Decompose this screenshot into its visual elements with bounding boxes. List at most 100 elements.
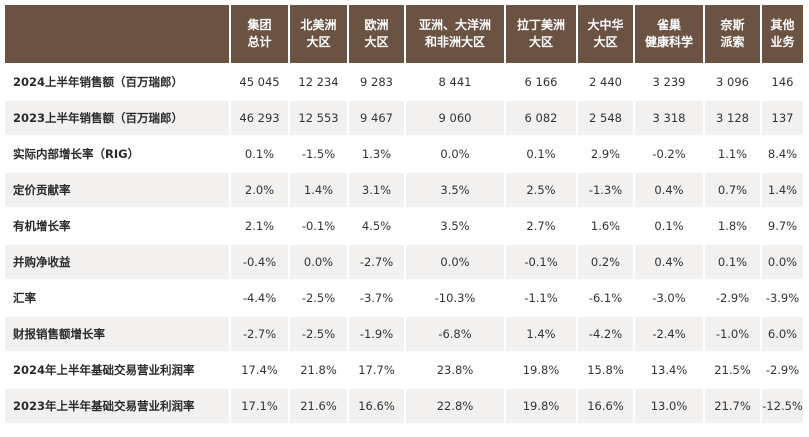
row-label: 2024年上半年基础交易营业利润率: [5, 353, 231, 389]
column-header-line2: 大区: [593, 35, 618, 49]
table-cell: 0.7%: [705, 173, 762, 209]
table-cell: -1.9%: [349, 317, 406, 353]
column-header-line2: 大区: [364, 35, 389, 49]
column-header-line1: 亚洲、大洋洲: [418, 18, 491, 32]
column-header: 集团 总计: [231, 5, 290, 65]
table-cell: 2.7%: [506, 209, 578, 245]
table-cell: -0.1%: [290, 209, 349, 245]
table-cell: -2.7%: [231, 317, 290, 353]
table-cell: 21.7%: [705, 389, 762, 425]
table-cell: 16.6%: [578, 389, 635, 425]
column-header: 欧洲 大区: [349, 5, 406, 65]
table-cell: -4.2%: [578, 317, 635, 353]
column-header-line2: 派索: [720, 35, 745, 49]
table-cell: 1.1%: [705, 137, 762, 173]
row-label: 实际内部增长率（RIG）: [5, 137, 231, 173]
column-header-line1: 奈斯: [720, 18, 745, 32]
sales-table-container: 集团 总计 北美洲 大区 欧洲 大区 亚洲、大洋洲 和非洲大区 拉丁美洲 大区 大中华 大区 雀巢 健康科…: [5, 5, 805, 425]
column-header: 其他 业务: [762, 5, 805, 65]
table-cell: -2.4%: [635, 317, 705, 353]
table-cell: 9.7%: [762, 209, 805, 245]
column-header-line2: 大区: [528, 35, 553, 49]
table-cell: 3 318: [635, 101, 705, 137]
table-cell: -0.1%: [506, 245, 578, 281]
table-cell: 22.8%: [406, 389, 506, 425]
table-cell: -2.5%: [290, 317, 349, 353]
table-cell: 3 239: [635, 65, 705, 101]
table-cell: 17.7%: [349, 353, 406, 389]
table-cell: -1.1%: [506, 281, 578, 317]
table-cell: -3.0%: [635, 281, 705, 317]
table-row: 财报销售额增长率 -2.7% -2.5% -1.9% -6.8% 1.4% -4.2% -2.…: [5, 317, 805, 353]
column-header-line1: 集团: [247, 18, 272, 32]
table-cell: 3.5%: [406, 173, 506, 209]
column-header: 亚洲、大洋洲 和非洲大区: [406, 5, 506, 65]
column-header-line2: 大区: [306, 35, 331, 49]
table-cell: 3.1%: [349, 173, 406, 209]
table-cell: 16.6%: [349, 389, 406, 425]
table-cell: 0.4%: [635, 245, 705, 281]
table-cell: 13.4%: [635, 353, 705, 389]
row-label: 有机增长率: [5, 209, 231, 245]
column-header-line1: 大中华: [587, 18, 624, 32]
table-cell: 1.4%: [506, 317, 578, 353]
table-row: 2023年上半年基础交易营业利润率 17.1% 21.6% 16.6% 22.8% 19.…: [5, 389, 805, 425]
table-cell: 2.0%: [231, 173, 290, 209]
table-cell: 1.4%: [290, 173, 349, 209]
row-label: 定价贡献率: [5, 173, 231, 209]
column-header: 大中华 大区: [578, 5, 635, 65]
sales-table: 集团 总计 北美洲 大区 欧洲 大区 亚洲、大洋洲 和非洲大区 拉丁美洲 大区 大中华 大区 雀巢 健康科…: [5, 5, 805, 425]
table-cell: 9 060: [406, 101, 506, 137]
row-label: 2023年上半年基础交易营业利润率: [5, 389, 231, 425]
table-row: 2024年上半年基础交易营业利润率 17.4% 21.8% 17.7% 23.8% 19.…: [5, 353, 805, 389]
table-body: 2024上半年销售额（百万瑞郎） 45 045 12 234 9 283 8 441 6 …: [5, 65, 805, 425]
table-cell: 21.5%: [705, 353, 762, 389]
table-cell: 146: [762, 65, 805, 101]
table-cell: 3 096: [705, 65, 762, 101]
table-cell: 45 045: [231, 65, 290, 101]
column-header-line1: 北美洲: [300, 18, 337, 32]
table-cell: 9 467: [349, 101, 406, 137]
column-header: 拉丁美洲 大区: [506, 5, 578, 65]
table-cell: -6.1%: [578, 281, 635, 317]
table-cell: 23.8%: [406, 353, 506, 389]
table-cell: 46 293: [231, 101, 290, 137]
table-cell: 4.5%: [349, 209, 406, 245]
table-cell: -2.9%: [705, 281, 762, 317]
table-cell: 1.3%: [349, 137, 406, 173]
table-cell: 19.8%: [506, 353, 578, 389]
table-cell: -2.5%: [290, 281, 349, 317]
row-label: 财报销售额增长率: [5, 317, 231, 353]
table-row: 并购净收益 -0.4% 0.0% -2.7% 0.0% -0.1% 0.2% 0.4% 0.1%…: [5, 245, 805, 281]
column-header-line1: 拉丁美洲: [516, 18, 565, 32]
table-cell: 13.0%: [635, 389, 705, 425]
column-header: 北美洲 大区: [290, 5, 349, 65]
table-cell: 1.8%: [705, 209, 762, 245]
table-cell: 0.0%: [290, 245, 349, 281]
table-cell: -1.5%: [290, 137, 349, 173]
table-row: 实际内部增长率（RIG） 0.1% -1.5% 1.3% 0.0% 0.1% 2.9% -0.…: [5, 137, 805, 173]
column-header: 奈斯 派索: [705, 5, 762, 65]
table-cell: 0.1%: [231, 137, 290, 173]
table-cell: -6.8%: [406, 317, 506, 353]
table-row: 有机增长率 2.1% -0.1% 4.5% 3.5% 2.7% 1.6% 0.1% 1.8% 9.…: [5, 209, 805, 245]
row-label: 并购净收益: [5, 245, 231, 281]
table-cell: 0.2%: [578, 245, 635, 281]
table-row: 汇率 -4.4% -2.5% -3.7% -10.3% -1.1% -6.1% -3.0% -2…: [5, 281, 805, 317]
header-corner: [5, 5, 231, 65]
column-header-line1: 雀巢: [656, 18, 681, 32]
table-cell: 0.0%: [406, 137, 506, 173]
table-cell: 0.4%: [635, 173, 705, 209]
table-cell: -0.2%: [635, 137, 705, 173]
row-label: 2023上半年销售额（百万瑞郎）: [5, 101, 231, 137]
table-cell: 15.8%: [578, 353, 635, 389]
table-row: 定价贡献率 2.0% 1.4% 3.1% 3.5% 2.5% -1.3% 0.4% 0.7% 1.…: [5, 173, 805, 209]
table-cell: -1.3%: [578, 173, 635, 209]
table-cell: -2.9%: [762, 353, 805, 389]
table-cell: 2.9%: [578, 137, 635, 173]
table-cell: 3.5%: [406, 209, 506, 245]
table-cell: 17.1%: [231, 389, 290, 425]
column-header-line1: 其他: [770, 18, 795, 32]
table-cell: 0.1%: [635, 209, 705, 245]
table-cell: 6.0%: [762, 317, 805, 353]
